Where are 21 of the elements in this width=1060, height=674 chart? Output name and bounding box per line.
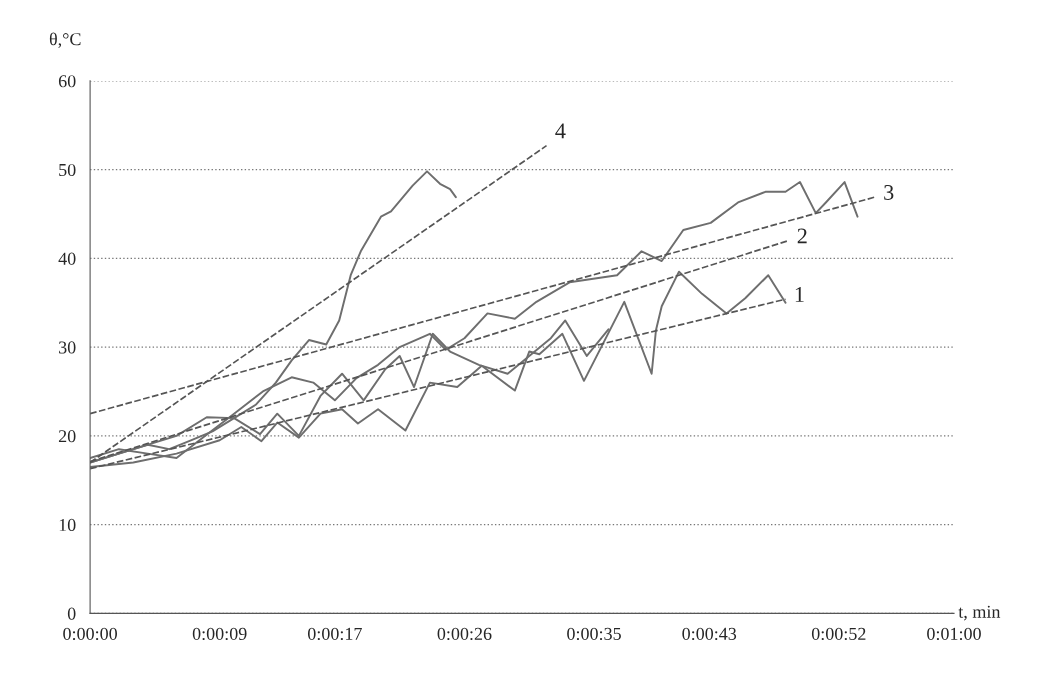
y-tick-label: 10 [59,518,76,532]
x-tick-label: 0:00:26 [437,627,492,641]
x-tick-label: 0:01:00 [927,627,981,641]
annotation: 1 [795,287,804,302]
annotation: 3 [884,184,894,200]
x-tick-label: 0:00:52 [811,627,866,641]
y-tick-label: 40 [58,252,76,265]
y-tick-label: 60 [58,75,76,88]
y-tick-label: 0 [67,607,76,620]
annotation: 4 [555,123,566,139]
x-tick-label: 0:00:09 [192,627,247,641]
x-tick-label: 0:00:35 [567,627,621,641]
y-tick-label: 30 [59,341,76,354]
x-axis-title: t, min [958,605,1001,621]
y-axis-title: θ,°C [49,32,81,48]
y-tick-label: 20 [58,430,76,443]
x-tick-label: 0:00:43 [682,627,737,641]
annotation: 2 [797,228,807,244]
y-tick-label: 50 [59,163,76,177]
x-tick-label: 0:00:17 [307,627,362,641]
x-tick-label: 0:00:00 [63,627,117,641]
